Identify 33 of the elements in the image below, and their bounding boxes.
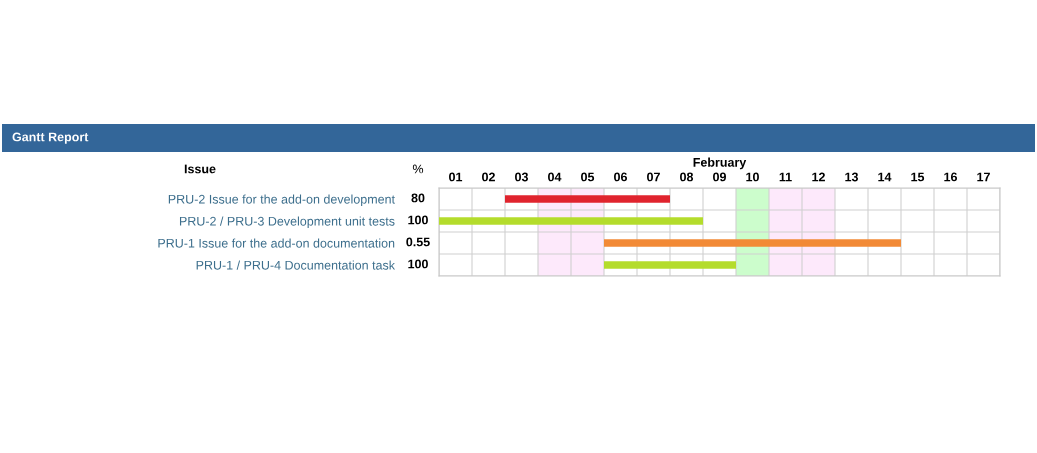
x-tick-label: 05	[581, 172, 595, 182]
y-tick-label: PRU-2 Issue for the add-on development	[168, 194, 395, 207]
y-tick-label: PRU-1 / PRU-4 Documentation task	[196, 260, 396, 270]
x-tick-label: 17	[977, 172, 990, 182]
x-tick-label: 09	[713, 172, 726, 182]
x-tick-label: 06	[614, 172, 627, 182]
text: Issue	[184, 164, 216, 174]
x-tick-label: 15	[911, 172, 925, 182]
text: 100	[408, 259, 428, 269]
x-tick-label: 08	[680, 172, 694, 182]
x-tick-label: 04	[548, 172, 562, 182]
text: 100	[408, 215, 428, 225]
y-tick-label: PRU-2 / PRU-3 Development unit tests	[179, 216, 395, 229]
x-tick-label: 14	[878, 172, 892, 182]
x-tick-label: 07	[647, 172, 660, 182]
x-tick-label: 03	[515, 172, 528, 182]
x-tick-label: 10	[746, 172, 759, 182]
bar	[505, 195, 670, 203]
bar	[604, 261, 736, 269]
x-tick-label: 16	[944, 172, 957, 182]
text: Gantt Report	[12, 132, 89, 144]
bar	[604, 239, 901, 247]
x-tick-label: 01	[449, 172, 463, 182]
x-tick-label: 13	[845, 172, 858, 182]
bar	[439, 217, 703, 225]
text: 80	[411, 193, 425, 203]
x-tick-label: 02	[482, 172, 495, 182]
x-axis-title: February	[693, 157, 747, 170]
text: 0.55	[406, 237, 430, 247]
x-tick-label: 11	[779, 172, 792, 182]
x-tick-label: 12	[812, 172, 825, 182]
y-tick-label: PRU-1 Issue for the add-on documentation	[158, 238, 395, 248]
text: %	[412, 164, 424, 174]
